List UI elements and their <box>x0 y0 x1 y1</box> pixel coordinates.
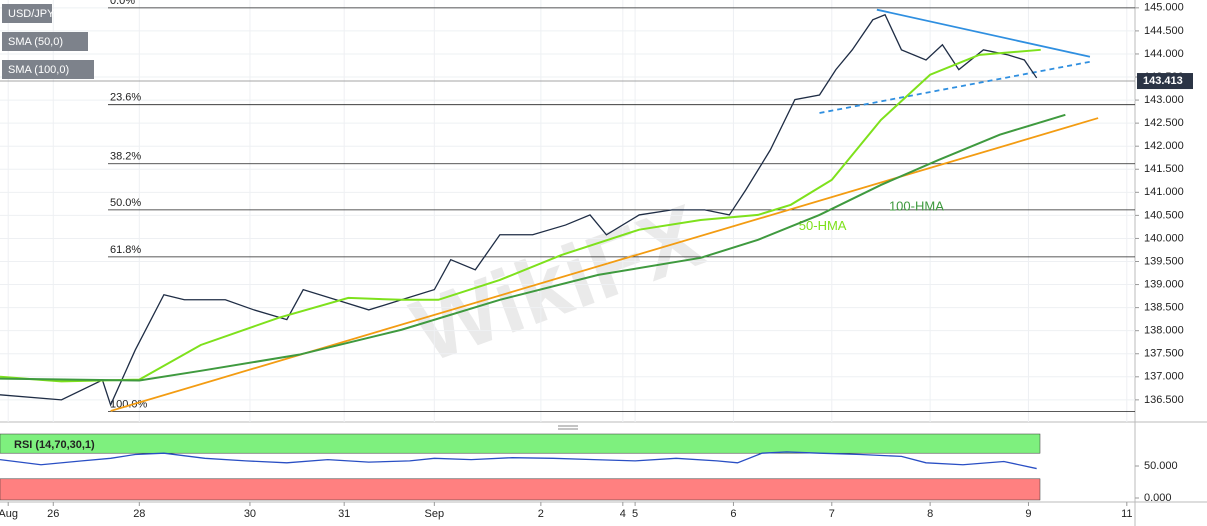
oversold-band <box>0 478 1041 501</box>
last-price-box <box>1137 73 1193 90</box>
x-tick-label: 5 <box>632 508 638 520</box>
x-tick-label: Aug <box>0 508 18 520</box>
y-tick-label: 137.500 <box>1144 348 1184 360</box>
series-label: 50-HMA <box>799 218 847 233</box>
legend-box[interactable] <box>2 60 94 79</box>
trend-line <box>819 60 1091 114</box>
legend-item: SMA (50,0) <box>8 36 63 48</box>
y-tick-label: 137.000 <box>1144 371 1184 383</box>
last-price-label: 143.413 <box>1143 75 1183 87</box>
y-tick-label: 50.000 <box>1144 460 1178 472</box>
fib-label: 23.6% <box>110 92 141 104</box>
legend-item: USD/JPY <box>8 8 55 20</box>
x-tick-label: 2 <box>538 508 544 520</box>
fib-label: 38.2% <box>110 151 141 163</box>
trend-line <box>876 8 1091 58</box>
legend-box[interactable] <box>2 4 52 23</box>
x-tick-label: 4 <box>620 508 626 520</box>
y-tick-label: 136.500 <box>1144 394 1184 406</box>
y-tick-label: 142.000 <box>1144 140 1184 152</box>
x-tick-label: 6 <box>730 508 736 520</box>
x-tick-label: 30 <box>244 508 256 520</box>
y-tick-label: 138.000 <box>1144 325 1184 337</box>
y-tick-label: 0.000 <box>1144 492 1172 504</box>
price-line <box>0 13 1038 407</box>
x-tick-label: 7 <box>829 508 835 520</box>
fib-label: 50.0% <box>110 197 141 209</box>
y-tick-label: 140.500 <box>1144 209 1184 221</box>
x-tick-label: 9 <box>1025 508 1031 520</box>
indicator-line <box>0 113 1066 382</box>
legend-box[interactable] <box>2 32 88 51</box>
y-tick-label: 140.000 <box>1144 232 1184 244</box>
y-tick-label: 142.500 <box>1144 117 1184 129</box>
fib-label: 100.0% <box>110 398 148 410</box>
y-tick-label: 138.500 <box>1144 302 1184 314</box>
y-tick-label: 139.000 <box>1144 278 1184 290</box>
y-tick-label: 143.000 <box>1144 94 1184 106</box>
y-tick-label: 141.500 <box>1144 163 1184 175</box>
y-tick-label: 144.000 <box>1144 48 1184 60</box>
rsi-title: RSI (14,70,30,1) <box>14 439 95 451</box>
y-tick-label: 145.000 <box>1144 2 1184 14</box>
y-tick-label: 144.500 <box>1144 25 1184 37</box>
x-tick-label: 8 <box>927 508 933 520</box>
overbought-band <box>0 433 1041 454</box>
x-tick-label: 11 <box>1121 508 1132 520</box>
y-tick-label: 141.000 <box>1144 186 1184 198</box>
y-tick-label: 139.500 <box>1144 255 1184 267</box>
fib-label: 61.8% <box>110 244 141 256</box>
x-tick-label: 31 <box>338 508 350 520</box>
indicator-line <box>0 48 1041 383</box>
fib-label: 0.0% <box>110 0 135 7</box>
indicator-line <box>0 451 1037 470</box>
x-tick-label: Sep <box>425 508 445 520</box>
series-label: 100-HMA <box>889 198 944 213</box>
legend-item: SMA (100,0) <box>8 64 69 76</box>
x-tick-label: 26 <box>47 508 59 520</box>
trend-line <box>110 117 1099 412</box>
x-tick-label: 28 <box>133 508 145 520</box>
